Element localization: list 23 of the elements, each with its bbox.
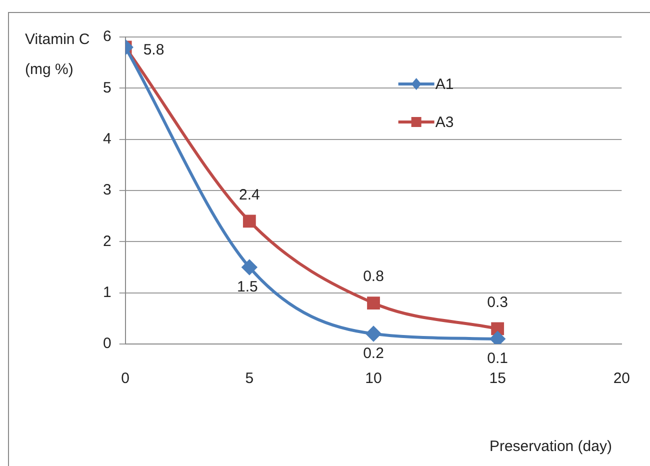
- x-tick-label: 0: [121, 370, 130, 388]
- y-tick-label: 5: [103, 79, 112, 96]
- y-axis-title: Vitamin C (mg %): [25, 31, 90, 78]
- data-label: 0.2: [363, 344, 384, 362]
- data-label: 5.8: [143, 41, 164, 58]
- data-label: 1.5: [236, 278, 258, 296]
- data-label: 0.8: [363, 268, 384, 286]
- y-tick-label: 2: [103, 232, 112, 250]
- y-tick-label: 0: [103, 335, 112, 352]
- legend-label: A1: [435, 76, 454, 94]
- y-tick-label: 6: [103, 28, 112, 46]
- y-tick-label: 4: [103, 130, 112, 148]
- x-axis-title: Preservation (day): [489, 438, 612, 456]
- data-label: 0.3: [487, 294, 508, 311]
- y-tick-label: 3: [103, 182, 112, 199]
- x-tick-label: 15: [489, 370, 506, 388]
- data-label: 2.4: [238, 186, 260, 204]
- data-label: 0.1: [487, 350, 508, 368]
- x-tick-label: 5: [245, 370, 254, 388]
- legend-label: A3: [435, 114, 454, 132]
- x-tick-label: 10: [365, 370, 382, 388]
- y-tick-label: 1: [103, 284, 112, 301]
- x-tick-label: 20: [613, 370, 630, 388]
